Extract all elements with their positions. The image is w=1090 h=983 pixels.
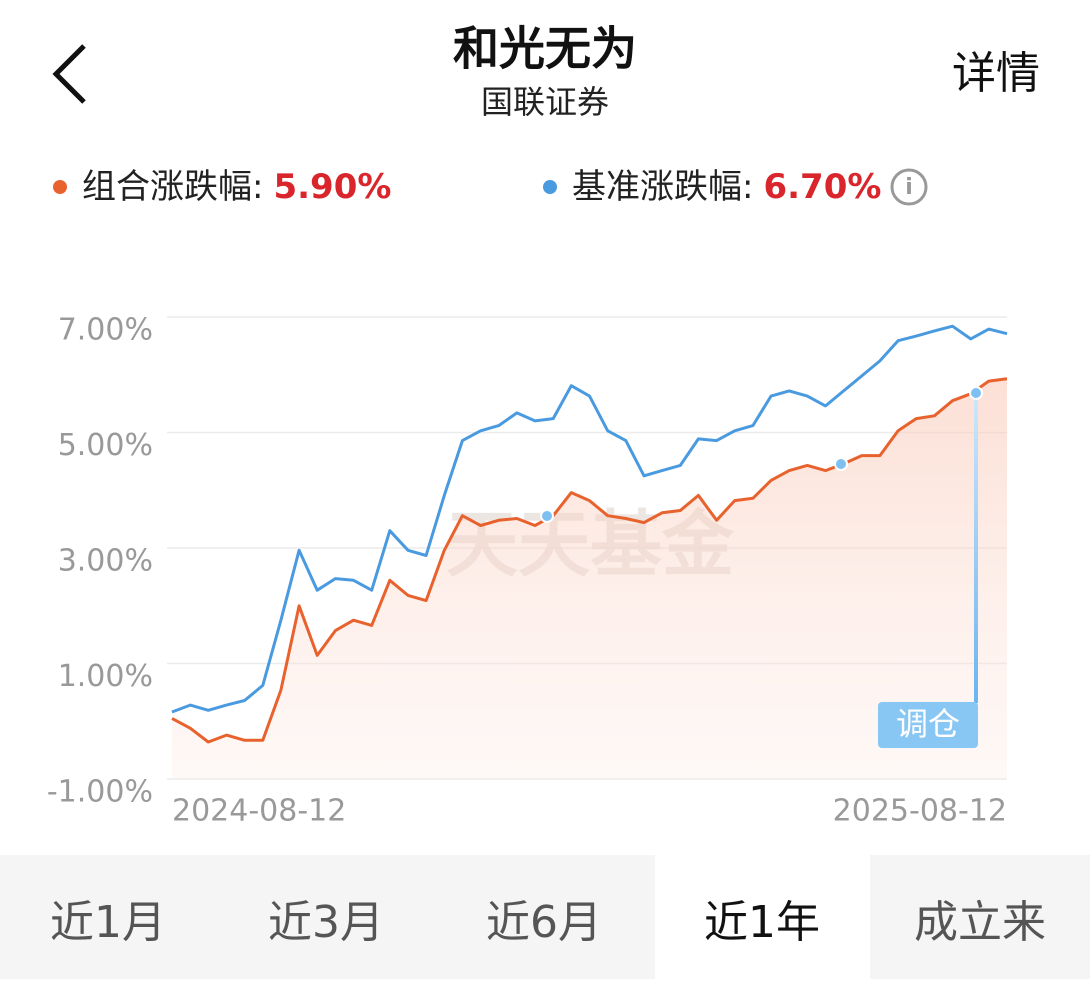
rebalance-dot [540, 509, 554, 523]
legend-text: 基准涨跌幅: 6.70% [572, 167, 881, 207]
legend-value: 6.70% [763, 167, 881, 207]
legend-dot [53, 180, 67, 194]
y-tick-label: 5.00% [58, 428, 153, 463]
legend-dot [543, 180, 557, 194]
legend-name: 组合涨跌幅: [82, 167, 263, 207]
tab[interactable]: 近1年 [704, 897, 820, 948]
tab[interactable]: 近1月 [50, 897, 166, 948]
x-tick-label: 2024-08-12 [172, 794, 346, 829]
rebalance-label: 调仓 [896, 705, 960, 743]
line [171, 324, 1008, 714]
rebalance-dot [834, 457, 848, 471]
info-icon[interactable] [890, 168, 928, 206]
details-button[interactable]: 详情 [952, 48, 1040, 99]
area [172, 378, 1007, 779]
x-tick-label: 2025-08-12 [833, 794, 1007, 829]
rebalance-dot [969, 386, 983, 400]
tab-bar [0, 855, 1090, 979]
y-tick-label: 3.00% [58, 544, 153, 579]
y-tick-label: 1.00% [58, 659, 153, 694]
tab[interactable]: 近6月 [486, 897, 602, 948]
y-tick-label: 7.00% [58, 313, 153, 348]
legend-text: 组合涨跌幅: 5.90% [82, 167, 391, 207]
rebalance-line [974, 393, 978, 703]
subtitle: 国联证券 [481, 83, 609, 121]
legend-name: 基准涨跌幅: [572, 167, 753, 207]
info-icon-glyph: i [905, 175, 913, 200]
tab[interactable]: 成立来 [914, 897, 1046, 948]
tab-selected-bg [655, 855, 870, 979]
tab[interactable]: 近3月 [268, 897, 384, 948]
title: 和光无为 [453, 22, 637, 76]
y-tick-label: -1.00% [47, 775, 153, 810]
back-button[interactable] [52, 44, 86, 104]
legend-value: 5.90% [273, 167, 391, 207]
line [171, 377, 1008, 744]
rebalance-tag [878, 702, 978, 748]
